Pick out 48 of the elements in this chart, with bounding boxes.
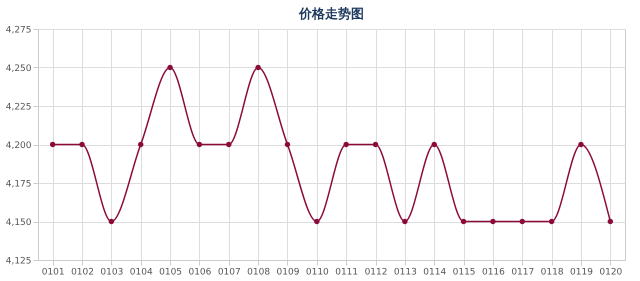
point <box>167 64 173 70</box>
x-tick-label: 0108 <box>247 268 270 278</box>
x-tick-label: 0113 <box>394 268 417 278</box>
y-tick-label: 4,150 <box>6 218 32 228</box>
y-tick-label: 4,125 <box>6 256 32 266</box>
point <box>372 142 378 148</box>
point <box>79 142 85 148</box>
y-tick-label: 4,250 <box>6 64 32 74</box>
y-tick-label: 4,175 <box>6 180 32 190</box>
point <box>548 218 554 224</box>
x-tick-label: 0120 <box>599 268 623 278</box>
point <box>314 218 320 224</box>
x-tick-label: 0112 <box>364 268 388 278</box>
x-tick-label: 0102 <box>71 268 94 278</box>
point <box>490 218 496 224</box>
point <box>196 142 202 148</box>
x-tick-label: 0115 <box>452 268 476 278</box>
point <box>520 218 526 224</box>
y-tick-label: 4,200 <box>6 141 32 151</box>
x-tick-label: 0107 <box>218 268 241 278</box>
point <box>460 218 466 224</box>
point <box>284 142 290 148</box>
x-tick-label: 0106 <box>188 268 212 278</box>
x-tick-label: 0111 <box>335 268 358 278</box>
point <box>431 142 437 148</box>
x-tick-label: 0101 <box>42 268 65 278</box>
point <box>343 142 349 148</box>
x-tick-label: 0117 <box>511 268 534 278</box>
x-tick-label: 0109 <box>276 268 300 278</box>
x-tick-label: 0105 <box>159 268 182 278</box>
point <box>226 142 232 148</box>
point <box>138 142 144 148</box>
x-tick-label: 0119 <box>570 268 594 278</box>
x-tick-label: 0104 <box>130 268 153 278</box>
y-tick-label: 4,225 <box>6 102 32 112</box>
x-tick-label: 0103 <box>100 268 124 278</box>
x-tick-label: 0114 <box>423 268 446 278</box>
chart-title: 价格走势图 <box>298 6 364 22</box>
point <box>108 218 114 224</box>
x-tick-label: 0118 <box>540 268 564 278</box>
point <box>578 142 584 148</box>
point <box>50 142 56 148</box>
y-tick-label: 4,275 <box>6 26 32 36</box>
point <box>402 218 408 224</box>
x-tick-label: 0110 <box>306 268 330 278</box>
point <box>255 64 261 70</box>
x-tick-label: 0116 <box>482 268 506 278</box>
point <box>608 218 614 224</box>
